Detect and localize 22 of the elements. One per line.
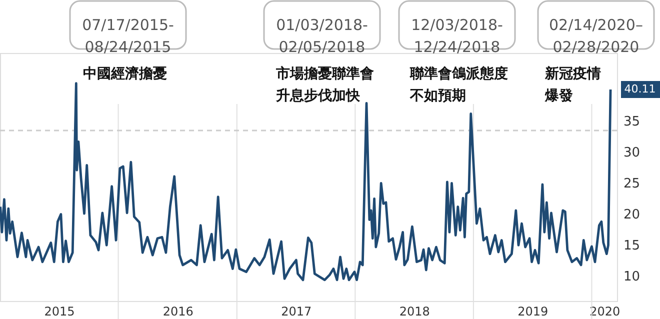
x-tick-label: 2016 xyxy=(162,304,194,318)
annotation: 中國經濟擔憂 xyxy=(83,65,167,82)
x-tick-label: 2018 xyxy=(399,304,430,318)
line-series xyxy=(0,82,612,282)
annotation: 07/17/2015- 08/24/2015 xyxy=(82,16,174,56)
y-tick-label: 35 xyxy=(624,114,640,130)
annotation: 40.11 xyxy=(624,82,656,96)
y-tick-label: 10 xyxy=(624,270,640,285)
x-tick-label: 2019 xyxy=(518,304,548,318)
y-tick-label: 30 xyxy=(624,146,640,161)
y-tick-label: 25 xyxy=(624,176,640,192)
y-tick-label: 15 xyxy=(624,238,640,254)
annotation: 聯準會鴿派態度不如預期 xyxy=(409,65,508,104)
annotation: 新冠疫情爆發 xyxy=(544,65,601,104)
x-tick-label: 2015 xyxy=(44,304,75,318)
annotation: 02/14/2020– 02/28/2020 xyxy=(549,16,643,56)
annotation: 01/03/2018- 02/05/2018 xyxy=(276,16,368,56)
annotation: 市場擔憂聯準會升息步伐加快 xyxy=(275,65,374,104)
x-tick-label: 2020 xyxy=(590,304,620,318)
annotation: 12/03/2018- 12/24/2018 xyxy=(411,16,503,56)
y-tick-label: 20 xyxy=(624,208,640,223)
x-tick-label: 2017 xyxy=(281,304,312,318)
